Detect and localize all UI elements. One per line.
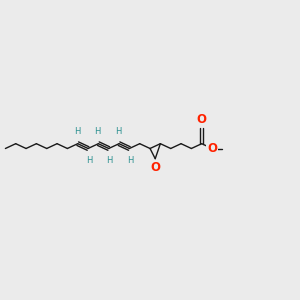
Text: H: H [94, 127, 101, 136]
Text: H: H [74, 127, 80, 136]
Text: H: H [127, 156, 134, 165]
Text: H: H [106, 156, 113, 165]
Text: H: H [115, 127, 121, 136]
Text: H: H [86, 156, 92, 165]
Text: O: O [197, 113, 207, 126]
Text: O: O [207, 142, 217, 155]
Text: O: O [150, 161, 160, 174]
